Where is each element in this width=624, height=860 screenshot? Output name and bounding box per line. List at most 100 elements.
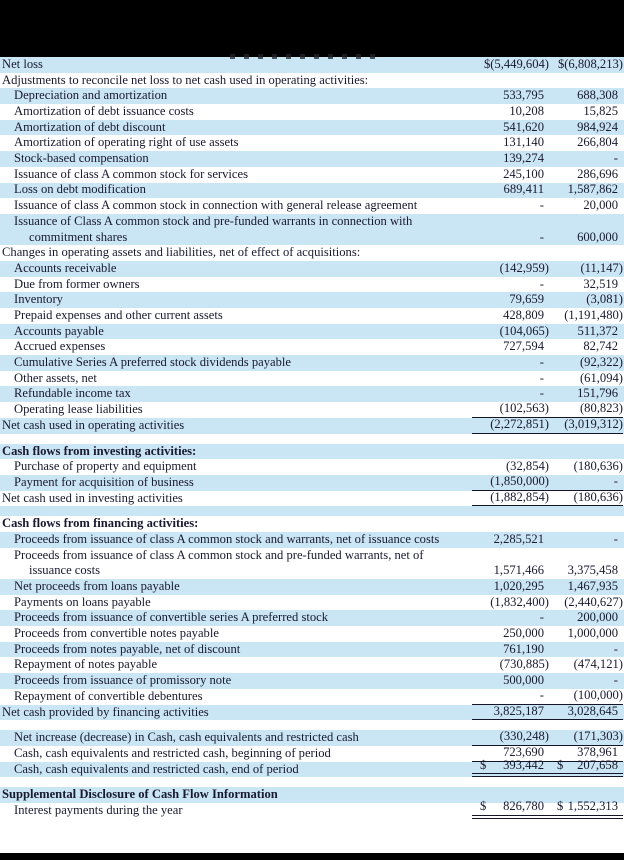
table-row: Other assets, net - (61,094) [0, 371, 624, 387]
table-row: Repayment of convertible debentures - (1… [0, 687, 624, 705]
row-label-line1: Inventory [14, 292, 63, 307]
amount-col2-value: 1,587,862 [567, 182, 618, 197]
row-label: Cumulative Series A preferred stock divi… [0, 355, 472, 371]
row-label-line1: Cash, cash equivalents and restricted ca… [14, 761, 299, 776]
row-label: Net loss [0, 57, 472, 73]
amount-col1-value: (1,882,854) [490, 489, 549, 504]
amount-col2-cell: (92,322) [549, 355, 623, 371]
amount-col1-cell: (330,248) [472, 729, 549, 746]
amount-col2-value: 82,742 [583, 339, 618, 354]
amount-col2-value: (474,121) [573, 657, 623, 672]
amount-col1-value: - [539, 386, 544, 401]
amount-col2-cell: 688,308 [549, 88, 623, 104]
row-label: Prepaid expenses and other current asset… [0, 308, 472, 324]
amount-col1-value: - [539, 687, 544, 702]
table-row: Proceeds from convertible notes payable … [0, 626, 624, 642]
row-label-line1: Net loss [2, 57, 43, 71]
section-heading-row: Cash flows from investing activities: [0, 444, 624, 460]
amount-col2-cell: (3,081) [549, 292, 623, 308]
table-row: Net cash provided by financing activitie… [0, 704, 624, 721]
row-label-line1: Stock-based compensation [14, 151, 149, 166]
amount-col1-cell: 533,795 [472, 88, 549, 104]
row-label: Depreciation and amortization [0, 88, 472, 104]
amount-col1-value: 393,442 [503, 757, 544, 772]
amount-col1-value: 250,000 [503, 626, 544, 641]
amount-col1-value: (104,065) [499, 323, 549, 338]
table-row: Net loss $(5,449,604) $(6,808,213) [0, 57, 624, 73]
row-label-line1: Amortization of debt discount [14, 119, 166, 134]
table-row: Net cash used in investing activities (1… [0, 489, 624, 507]
table-row: Inventory 79,659 (3,081) [0, 292, 624, 309]
amount-col2-value: 378,961 [577, 744, 618, 759]
amount-col2-cell: 151,796 [549, 386, 623, 402]
table-row: Amortization of debt discount 541,620 98… [0, 120, 624, 136]
amount-col1-cell: (102,563) [472, 401, 549, 418]
row-label: Loss on debt modification [0, 182, 472, 198]
amount-col1-cell: 1,020,295 [472, 579, 549, 595]
amount-col2-value: 600,000 [577, 229, 618, 244]
row-label-line1: Purchase of property and equipment [14, 459, 197, 474]
row-label-line1: Operating lease liabilities [14, 402, 143, 417]
amount-col1-value: 761,190 [503, 641, 544, 656]
amount-col2-cell: 1,000,000 [549, 626, 623, 642]
table-row: Repayment of notes payable (730,885) (47… [0, 657, 624, 673]
row-label-line1: Proceeds from issuance of class A common… [14, 531, 440, 546]
cropped-text-remnant [230, 54, 382, 59]
amount-col2-cell: 600,000 [549, 230, 623, 246]
amount-col2-cell: (11,147) [549, 261, 623, 277]
table-row: Prepaid expenses and other current asset… [0, 308, 624, 324]
amount-col1-value: (1,850,000) [490, 473, 549, 488]
row-label-line1: Proceeds from issuance of convertible se… [14, 610, 329, 625]
table-row: Changes in operating assets and liabilit… [0, 245, 624, 261]
amount-col2-value: 286,696 [577, 166, 618, 181]
row-label-line1: Proceeds from convertible notes payable [14, 626, 219, 641]
amount-col1-cell: (730,885) [472, 657, 549, 673]
amount-col1-cell: 2,285,521 [472, 532, 549, 548]
amount-col2-value: 984,924 [577, 119, 618, 134]
row-label-line1: Net proceeds from loans payable [14, 579, 180, 594]
amount-col2-cell: (3,019,312) [549, 417, 623, 434]
row-label-line1: Interest payments during the year [14, 802, 183, 817]
table-row: Due from former owners - 32,519 [0, 277, 624, 293]
table-row: Amortization of operating right of use a… [0, 135, 624, 151]
amount-col2-cell: 1,587,862 [549, 182, 623, 198]
row-label: Issuance of class A common stock for ser… [0, 167, 472, 183]
section-heading-row: Supplemental Disclosure of Cash Flow Inf… [0, 787, 624, 803]
amount-col2-value: (11,147) [580, 260, 623, 275]
amount-col1-value: - [539, 276, 544, 291]
amount-col2-value: 20,000 [583, 198, 618, 213]
amount-col1-cell: 500,000 [472, 673, 549, 689]
row-label: Operating lease liabilities [0, 402, 472, 418]
table-row: Net proceeds from loans payable 1,020,29… [0, 579, 624, 595]
amount-col2-value: 1,467,935 [567, 579, 618, 594]
row-label: Accounts payable [0, 324, 472, 340]
amount-col1-cell: $ 826,780 [472, 799, 549, 819]
row-label-line1: Cash, cash equivalents and restricted ca… [14, 745, 331, 760]
row-label: Purchase of property and equipment [0, 459, 472, 475]
amount-col2-value: (180,636) [573, 489, 623, 504]
row-label-line1: Issuance of class A common stock for ser… [14, 166, 248, 181]
spacer-row [0, 506, 624, 517]
row-label: Cash flows from financing activities: [0, 516, 472, 532]
amount-col1-value: (330,248) [499, 729, 549, 744]
amount-col2-value: 32,519 [583, 276, 618, 291]
amount-col1-value: - [539, 370, 544, 385]
row-label: Refundable income tax [0, 386, 472, 402]
table-row: Payments on loans payable (1,832,400) (2… [0, 595, 624, 611]
amount-col2-value: - [613, 151, 618, 166]
amount-col1-cell: 10,208 [472, 104, 549, 120]
amount-col1-cell: (1,850,000) [472, 474, 549, 491]
table-row: Issuance of class A common stock in conn… [0, 198, 624, 214]
table-row: Accounts payable (104,065) 511,372 [0, 324, 624, 340]
table-row: Proceeds from issuance of class A common… [0, 548, 624, 579]
amount-col1-value: 1,020,295 [493, 579, 544, 594]
amount-col1-value: (142,959) [499, 260, 549, 275]
amount-col1-value: 727,594 [503, 339, 544, 354]
bottom-crop-band [0, 853, 624, 860]
row-label: Net proceeds from loans payable [0, 579, 472, 595]
row-label-line1: Amortization of debt issuance costs [14, 104, 194, 119]
amount-col2-cell: (180,636) [549, 459, 623, 475]
table-row: Purchase of property and equipment (32,8… [0, 459, 624, 475]
amount-col2-value: 1,552,313 [567, 798, 618, 813]
row-label: Proceeds from issuance of promissory not… [0, 673, 472, 689]
